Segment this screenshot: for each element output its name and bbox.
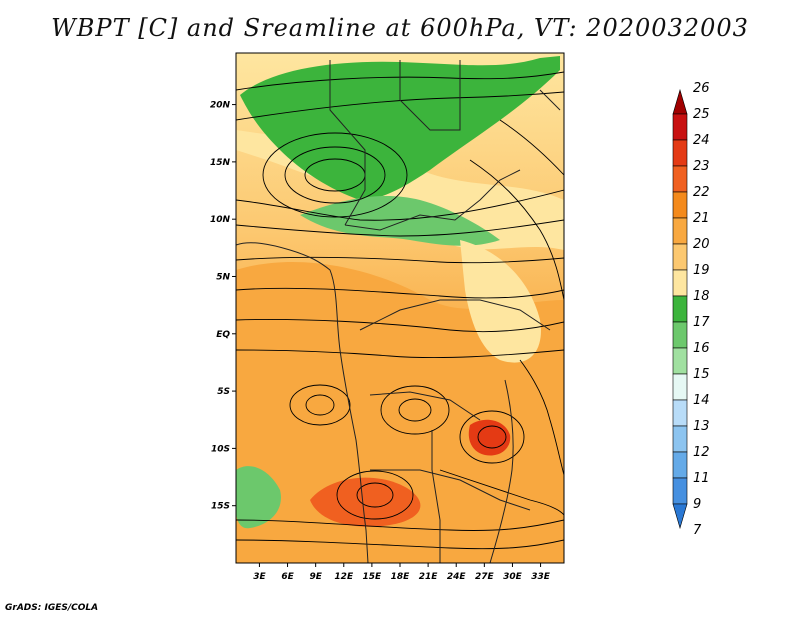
x-tick-label: 15E <box>363 572 383 582</box>
x-tick-label: 33E <box>531 572 551 582</box>
chart-title: WBPT [C] and Sreamline at 600hPa, VT: 20… <box>51 14 749 42</box>
colorbar-segment <box>672 217 688 245</box>
x-tick-label: 24E <box>447 572 467 582</box>
x-tick-label: 18E <box>391 572 411 582</box>
colorbar-label: 20 <box>693 237 710 252</box>
colorbar: 26 25 24 23 22 21 20 19 18 17 16 15 14 13 12 11 9 7 <box>672 81 710 538</box>
colorbar-label: 24 <box>693 133 710 148</box>
colorbar-segment <box>672 347 688 375</box>
x-tick-label: 3E <box>253 572 266 582</box>
colorbar-segment <box>672 191 688 219</box>
colorbar-segment <box>672 399 688 427</box>
colorbar-label: 26 <box>693 81 710 96</box>
y-tick-label: 5N <box>216 272 230 282</box>
colorbar-label: 25 <box>693 107 710 122</box>
x-tick-label: 9E <box>309 572 322 582</box>
x-tick-label: 27E <box>475 572 495 582</box>
colorbar-segment <box>672 165 688 193</box>
colorbar-segment <box>672 425 688 453</box>
colorbar-label: 19 <box>693 263 710 278</box>
colorbar-label: 14 <box>693 393 710 408</box>
colorbar-label: 22 <box>693 185 710 200</box>
y-tick-label: 10N <box>210 215 231 225</box>
y-tick-label: 5S <box>217 387 230 397</box>
streamlines <box>236 71 564 550</box>
colorbar-label: 11 <box>693 471 710 486</box>
colorbar-label: 9 <box>693 497 701 512</box>
colorbar-label: 23 <box>693 159 710 174</box>
colorbar-segment <box>672 243 688 271</box>
x-axis: 3E 6E 9E 12E 15E 18E 21E 24E 27E 30E 33E <box>253 563 551 582</box>
colorbar-label: 21 <box>693 211 710 226</box>
colorbar-label: 18 <box>693 289 710 304</box>
colorbar-segment <box>672 451 688 479</box>
y-tick-label: 15S <box>211 502 230 512</box>
x-tick-label: 12E <box>334 572 354 582</box>
colorbar-segment <box>672 113 688 141</box>
colorbar-segment <box>672 373 688 401</box>
field-region-west-coast-green <box>236 466 281 529</box>
map-panel <box>236 53 564 563</box>
x-tick-label: 6E <box>281 572 294 582</box>
y-tick-label: 20N <box>210 101 231 111</box>
field-region-moist-band <box>300 195 500 246</box>
colorbar-segment <box>672 321 688 349</box>
country-borders <box>236 60 561 563</box>
colorbar-bottom-arrow <box>672 503 688 530</box>
colorbar-label: 13 <box>693 419 710 434</box>
x-tick-label: 21E <box>419 572 439 582</box>
grads-credit: GrADS: IGES/COLA <box>5 603 99 613</box>
colorbar-segment <box>672 295 688 323</box>
y-tick-label: 15N <box>210 158 231 168</box>
field-region-moist-north <box>240 56 560 200</box>
colorbar-label: 16 <box>693 341 710 356</box>
y-axis: 20N 15N 10N 5N EQ 5S 10S 15S <box>210 101 236 512</box>
y-tick-label: EQ <box>216 330 230 340</box>
x-tick-label: 30E <box>503 572 523 582</box>
colorbar-label: 12 <box>693 445 710 460</box>
colorbar-label: 15 <box>693 367 710 382</box>
colorbar-segment <box>672 477 688 505</box>
y-tick-label: 10S <box>211 444 230 454</box>
colorbar-label: 17 <box>693 315 710 330</box>
colorbar-segment <box>672 269 688 297</box>
colorbar-label: 7 <box>693 523 702 538</box>
colorbar-segment <box>672 139 688 167</box>
colorbar-top-arrow <box>672 88 688 115</box>
